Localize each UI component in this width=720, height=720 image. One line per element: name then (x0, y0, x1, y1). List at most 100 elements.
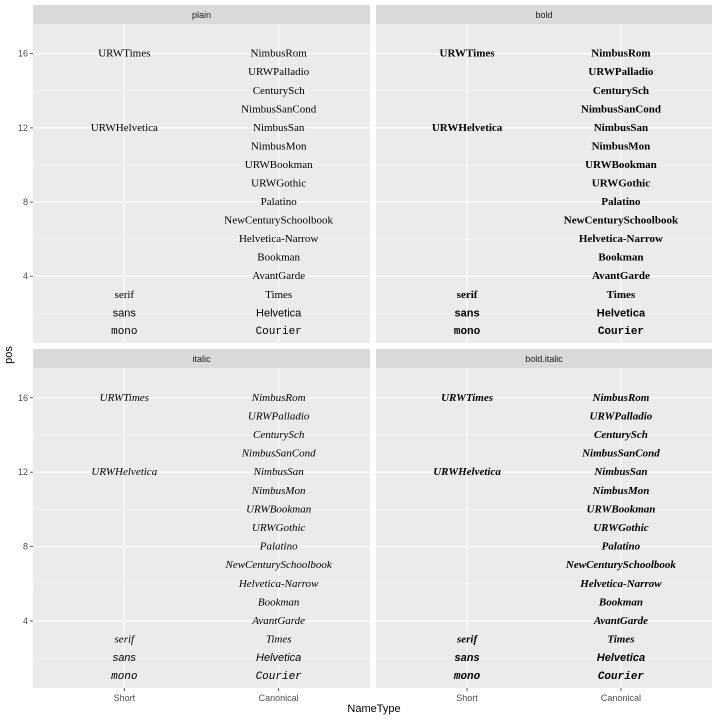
text-point-bookman: Bookman (257, 252, 300, 264)
panel-background (33, 24, 370, 343)
panel-plain: plain URWTimes URWHelvetica serif sans mono Ni… (33, 5, 370, 343)
text-point-serif: serif (456, 634, 479, 646)
text-point-urwpalladio: URWPalladio (590, 410, 653, 422)
text-point-serif: serif (457, 289, 478, 301)
text-point-nimbussancond: NimbusSanCond (581, 103, 661, 115)
panel-background (376, 368, 712, 688)
strip-background (33, 349, 370, 368)
text-point-centurysch: CenturySch (253, 85, 305, 97)
text-point-nimbusmon: NimbusMon (251, 485, 306, 497)
text-point-nimbussancond: NimbusSanCond (241, 103, 317, 115)
strip-label: bold.italic (525, 354, 563, 364)
axes-layer: 4 8 12 16 4 8 12 16 Short Canonical Short Canonical (18, 49, 641, 703)
text-point-urwbookman: URWBookman (246, 503, 312, 515)
strip-label: italic (192, 354, 211, 364)
text-point-sans: sans (113, 652, 137, 664)
text-point-nimbussancond: NimbusSanCond (581, 448, 660, 460)
x-tick-label-short: Short (456, 693, 478, 703)
panel-italic: italic URWTimes URWHelvetica serif sans mono N… (33, 349, 370, 688)
text-point-nimbussan: NimbusSan (253, 466, 305, 478)
text-point-newcenturyschoolbook: NewCenturySchoolbook (564, 215, 679, 227)
x-tick-label-canonical: Canonical (259, 693, 299, 703)
text-point-urwgothic: URWGothic (251, 178, 306, 190)
strip-background (33, 5, 370, 24)
text-point-courier: Courier (256, 326, 302, 338)
text-point-centurysch: CenturySch (594, 429, 648, 441)
text-point-urwbookman: URWBookman (587, 503, 656, 515)
text-point-palatino: Palatino (259, 541, 298, 553)
text-point-urwbookman: URWBookman (585, 159, 657, 171)
text-point-nimbussan: NimbusSan (594, 122, 648, 134)
y-tick-label: 16 (18, 393, 28, 403)
text-point-nimbussancond: NimbusSanCond (241, 448, 316, 460)
text-point-urwgothic: URWGothic (592, 178, 650, 190)
text-point-urwtimes: URWTimes (440, 48, 496, 60)
text-point-centurysch: CenturySch (253, 429, 305, 441)
text-point-courier: Courier (598, 671, 645, 683)
text-point-helvetica-narrow: Helvetica-Narrow (239, 233, 318, 245)
text-point-nimbussan: NimbusSan (253, 122, 305, 134)
text-point-sans: sans (455, 652, 480, 664)
panel-bold: bold URWTimes URWHelvetica serif sans mono Nim… (376, 5, 712, 343)
y-axis-title: pos (3, 346, 15, 364)
text-point-urwgothic: URWGothic (252, 522, 306, 534)
y-tick-label: 8 (23, 197, 28, 207)
text-point-nimbusmon: NimbusMon (592, 485, 650, 497)
text-point-mono: mono (454, 326, 481, 338)
panels-layer: plain URWTimes URWHelvetica serif sans mono Ni… (33, 5, 712, 688)
text-point-urwhelvetica: URWHelvetica (91, 466, 157, 478)
text-point-courier: Courier (256, 671, 303, 683)
text-point-helvetica-narrow: Helvetica-Narrow (238, 578, 319, 590)
text-point-serif: serif (115, 634, 137, 646)
text-point-bookman: Bookman (258, 596, 300, 608)
text-point-mono: mono (111, 671, 137, 683)
text-point-avantgarde: AvantGarde (252, 270, 305, 282)
text-point-helvetica: Helvetica (256, 652, 301, 664)
text-point-helvetica-narrow: Helvetica-Narrow (579, 578, 662, 590)
strip-label: plain (192, 10, 211, 20)
text-point-urwpalladio: URWPalladio (248, 410, 310, 422)
text-point-urwhelvetica: URWHelvetica (432, 122, 503, 134)
text-point-urwtimes: URWTimes (98, 48, 150, 60)
panel-background (376, 24, 712, 343)
text-point-nimbusrom: NimbusRom (251, 48, 308, 60)
text-point-newcenturyschoolbook: NewCenturySchoolbook (225, 559, 333, 571)
text-point-urwhelvetica: URWHelvetica (91, 122, 158, 134)
text-point-palatino: Palatino (601, 196, 641, 208)
x-tick-label-canonical: Canonical (601, 693, 641, 703)
text-point-nimbusrom: NimbusRom (591, 48, 650, 60)
text-point-times: Times (607, 634, 634, 646)
text-point-palatino: Palatino (261, 196, 298, 208)
y-tick-label: 12 (18, 467, 28, 477)
strip-background (376, 5, 712, 24)
text-point-nimbusmon: NimbusMon (592, 140, 651, 152)
text-point-times: Times (607, 289, 636, 301)
text-point-mono: mono (111, 326, 137, 338)
text-point-mono: mono (453, 671, 481, 683)
y-tick-label: 16 (18, 49, 28, 59)
y-tick-label: 4 (23, 271, 28, 281)
text-point-serif: serif (115, 289, 135, 301)
text-point-urwgothic: URWGothic (593, 522, 649, 534)
text-point-urwtimes: URWTimes (100, 392, 149, 404)
text-point-sans: sans (455, 307, 480, 319)
panel-background (33, 368, 370, 688)
text-point-urwpalladio: URWPalladio (248, 66, 310, 78)
text-point-nimbusrom: NimbusRom (251, 392, 306, 404)
text-point-nimbusmon: NimbusMon (251, 140, 307, 152)
strip-label: bold (535, 10, 552, 20)
text-point-times: Times (266, 634, 292, 646)
text-point-nimbusrom: NimbusRom (592, 392, 650, 404)
text-point-centurysch: CenturySch (593, 85, 649, 97)
text-point-newcenturyschoolbook: NewCenturySchoolbook (224, 215, 333, 227)
text-point-times: Times (265, 289, 292, 301)
text-point-courier: Courier (598, 326, 644, 338)
text-point-avantgarde: AvantGarde (592, 270, 650, 282)
text-point-bookman: Bookman (598, 252, 643, 264)
panel-bold-italic: bold.italic URWTimes URWHelvetica serif sans… (376, 349, 712, 688)
text-point-helvetica-narrow: Helvetica-Narrow (579, 233, 663, 245)
text-point-helvetica: Helvetica (256, 307, 302, 319)
strip-background (376, 349, 712, 368)
text-point-urwpalladio: URWPalladio (588, 66, 654, 78)
